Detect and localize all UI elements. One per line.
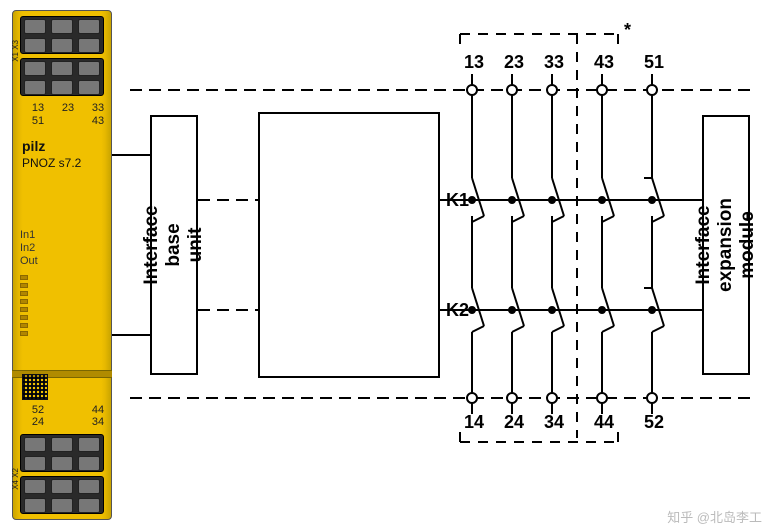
terminal-block-x4	[20, 434, 104, 472]
interface-base-unit-box: Interfacebaseunit	[150, 115, 198, 375]
terminal-block-x1	[20, 16, 104, 54]
asterisk-note: *	[624, 20, 631, 41]
watermark: 知乎 @北岛李工	[667, 507, 762, 526]
contact-top-13: 13	[464, 52, 484, 73]
relay-k2-label: K2	[446, 300, 469, 321]
interface-expansion-module-box: Interfaceexpansionmodule	[702, 115, 750, 375]
io-labels: In1 In2 Out	[20, 228, 104, 268]
relay-k1-label: K1	[446, 190, 469, 211]
contact-bot-52: 52	[644, 412, 664, 433]
side-label-bot: X4 X2	[11, 468, 20, 490]
terminal-labels-bot: 5244 2434	[28, 404, 108, 428]
contact-top-51: 51	[644, 52, 664, 73]
terminal-block-x3	[20, 58, 104, 96]
qr-code	[22, 374, 48, 400]
product-label: PNOZ s7.2	[22, 156, 81, 170]
contact-bot-34: 34	[544, 412, 564, 433]
terminal-labels-top: 132333 5143	[28, 102, 108, 127]
contact-top-43: 43	[594, 52, 614, 73]
contact-bot-14: 14	[464, 412, 484, 433]
side-label-top: X1 X3	[11, 40, 20, 62]
terminal-block-x2	[20, 476, 104, 514]
contact-bot-44: 44	[594, 412, 614, 433]
contact-top-23: 23	[504, 52, 524, 73]
device-module: 132333 5143 pilz PNOZ s7.2 In1 In2 Out 5…	[12, 10, 112, 520]
brand-label: pilz	[22, 138, 45, 154]
contact-bot-24: 24	[504, 412, 524, 433]
schematic-core-box	[258, 112, 440, 378]
led-strip	[20, 275, 30, 345]
contact-top-33: 33	[544, 52, 564, 73]
